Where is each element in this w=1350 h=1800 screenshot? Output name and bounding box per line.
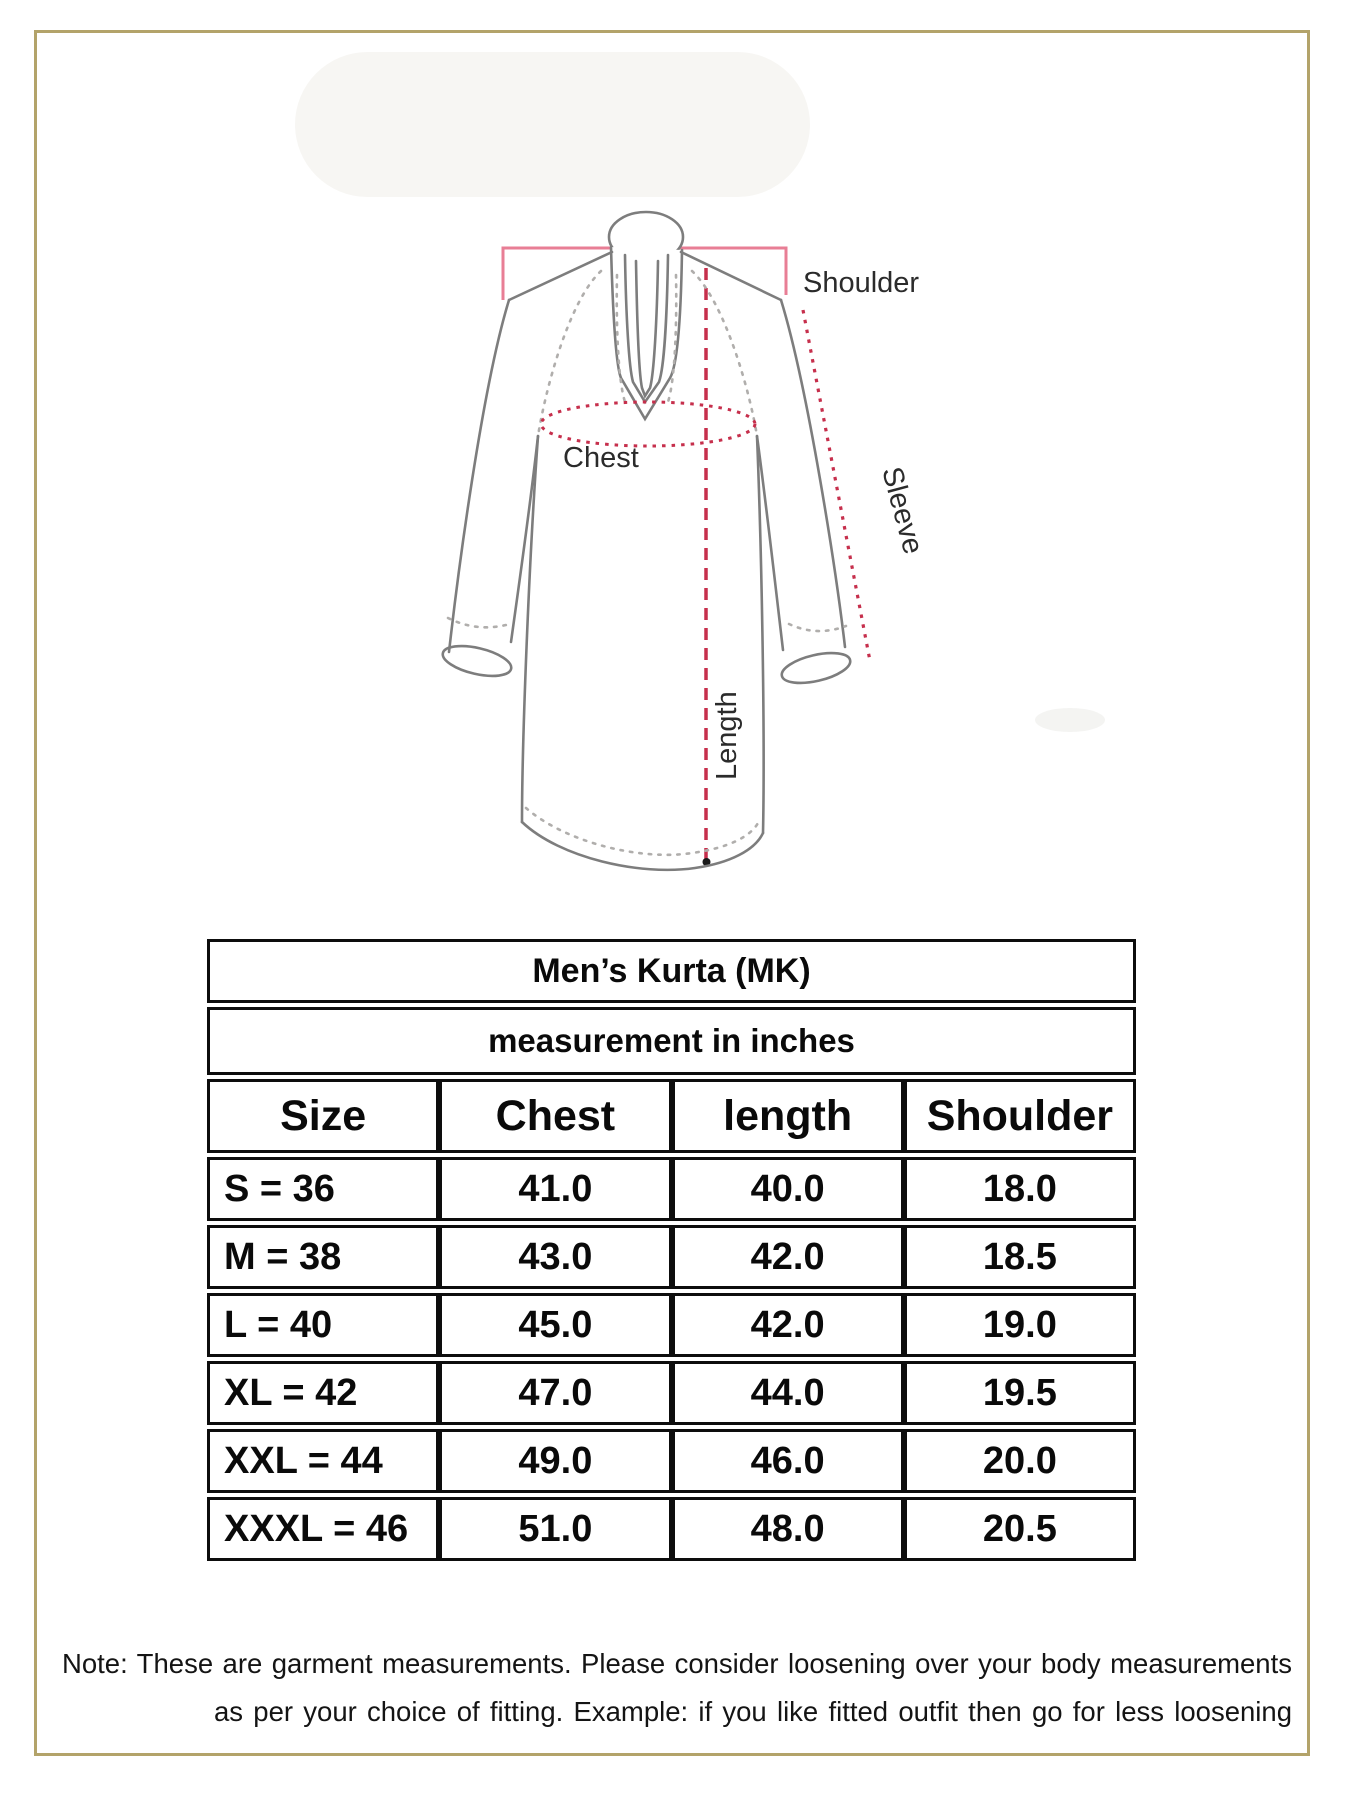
size-cell: L = 40 <box>207 1293 440 1357</box>
size-cell: XXXL = 46 <box>207 1497 440 1561</box>
length-cell: 42.0 <box>671 1225 904 1289</box>
kurta-outline <box>441 210 852 872</box>
right-cuff-stitch <box>787 622 848 633</box>
table-row: L = 40 45.0 42.0 19.0 <box>207 1293 1136 1357</box>
chest-cell: 41.0 <box>439 1157 672 1221</box>
table-row: XXL = 44 49.0 46.0 20.0 <box>207 1429 1136 1493</box>
size-cell: XXL = 44 <box>207 1429 440 1493</box>
column-header-size: Size <box>207 1079 440 1153</box>
length-cell: 44.0 <box>671 1361 904 1425</box>
right-armhole-seam <box>690 269 759 438</box>
chest-cell: 45.0 <box>439 1293 672 1357</box>
length-cell: 40.0 <box>671 1157 904 1221</box>
sleeve-measure-line <box>801 309 872 662</box>
shoulder-label: Shoulder <box>803 267 919 299</box>
length-cell: 42.0 <box>671 1293 904 1357</box>
length-cell: 48.0 <box>671 1497 904 1561</box>
column-header-chest: Chest <box>439 1079 672 1153</box>
shoulder-cell: 18.0 <box>903 1157 1136 1221</box>
size-cell: XL = 42 <box>207 1361 440 1425</box>
shoulder-cell: 20.0 <box>903 1429 1136 1493</box>
table-row: S = 36 41.0 40.0 18.0 <box>207 1157 1136 1221</box>
length-cell: 46.0 <box>671 1429 904 1493</box>
note-line-1: Note: These are garment measurements. Pl… <box>62 1648 1292 1679</box>
hem-stitch <box>524 806 760 857</box>
stitch-dotted-seams <box>446 269 848 857</box>
size-cell: M = 38 <box>207 1225 440 1289</box>
chest-cell: 43.0 <box>439 1225 672 1289</box>
column-header-shoulder: Shoulder <box>903 1079 1136 1153</box>
chest-label: Chest <box>563 442 639 474</box>
measurement-note: Note: These are garment measurements. Pl… <box>62 1640 1292 1736</box>
sleeve-label: Sleeve <box>875 464 929 558</box>
faint-smudge <box>1035 708 1105 732</box>
kurta-measurement-diagram: Shoulder Chest Sleeve Length <box>441 210 929 872</box>
table-row: XXXL = 46 51.0 48.0 20.5 <box>207 1497 1136 1561</box>
table-row: M = 38 43.0 42.0 18.5 <box>207 1225 1136 1289</box>
length-line-end-dot <box>702 858 711 866</box>
table-row: XL = 42 47.0 44.0 19.5 <box>207 1361 1136 1425</box>
table-header-row: Size Chest length Shoulder <box>207 1079 1136 1153</box>
chest-measure-ellipse <box>539 400 757 448</box>
size-chart-table: Men’s Kurta (MK) measurement in inches S… <box>207 935 1136 1565</box>
note-line-2: as per your choice of fitting. Example: … <box>214 1696 1292 1727</box>
size-chart-subtitle: measurement in inches <box>207 1007 1136 1075</box>
length-measure-line <box>702 268 711 866</box>
left-cuff-stitch <box>446 616 508 629</box>
shoulder-cell: 18.5 <box>903 1225 1136 1289</box>
right-cuff <box>780 651 852 685</box>
shoulder-cell: 20.5 <box>903 1497 1136 1561</box>
chest-cell: 49.0 <box>439 1429 672 1493</box>
size-chart-title: Men’s Kurta (MK) <box>207 939 1136 1003</box>
size-cell: S = 36 <box>207 1157 440 1221</box>
chest-cell: 47.0 <box>439 1361 672 1425</box>
faded-watermark-blob <box>295 52 810 197</box>
shoulder-cell: 19.0 <box>903 1293 1136 1357</box>
left-cuff <box>441 644 513 678</box>
chest-cell: 51.0 <box>439 1497 672 1561</box>
shoulder-cell: 19.5 <box>903 1361 1136 1425</box>
column-header-length: length <box>671 1079 904 1153</box>
table-title-row: Men’s Kurta (MK) <box>207 939 1136 1003</box>
table-subtitle-row: measurement in inches <box>207 1007 1136 1075</box>
length-label: Length <box>711 691 743 780</box>
left-armhole-seam <box>536 269 603 438</box>
